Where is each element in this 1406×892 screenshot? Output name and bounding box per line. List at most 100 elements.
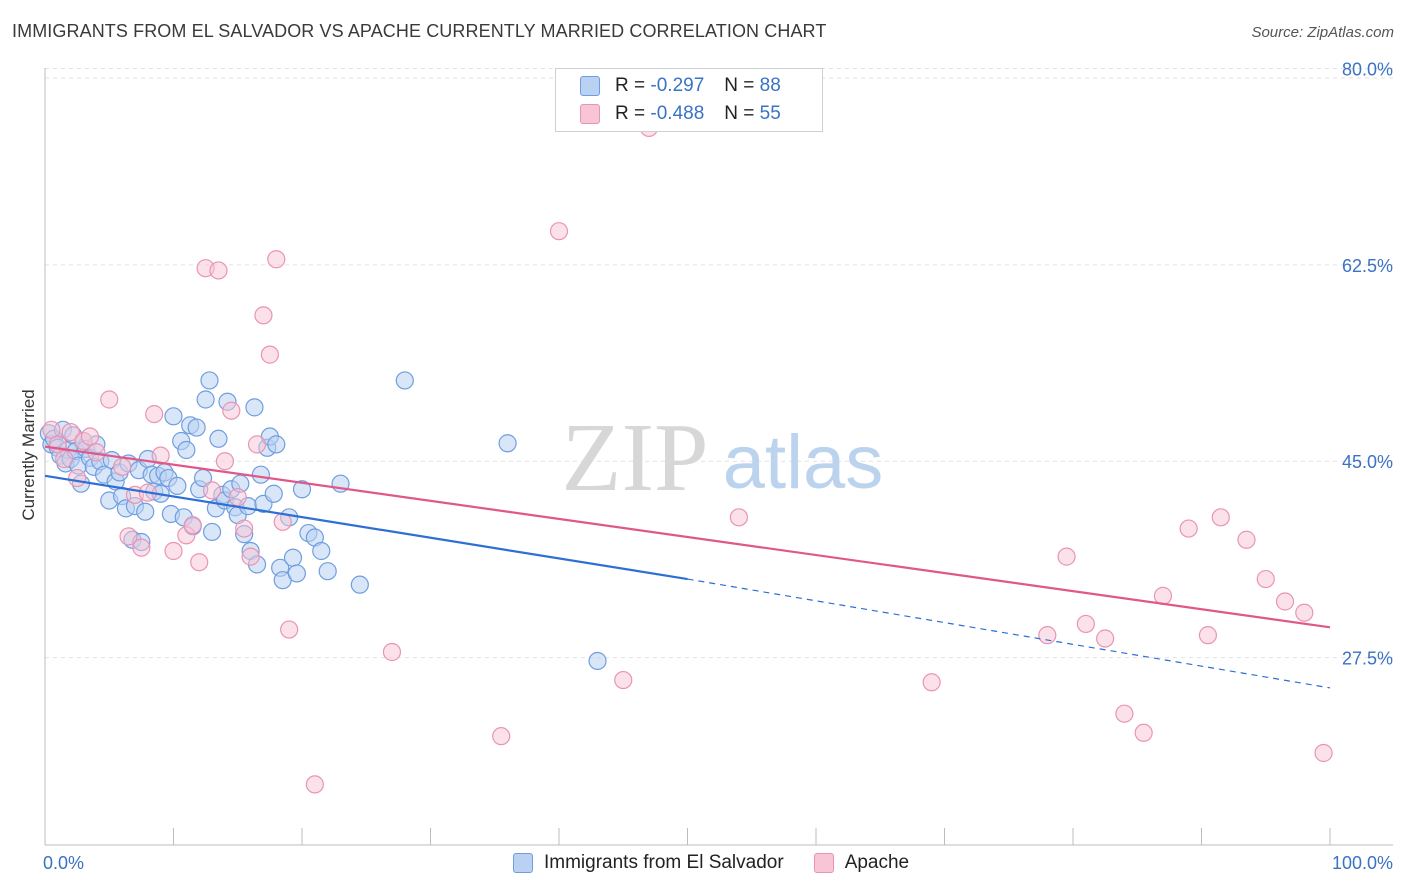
data-point-el-salvador: [209, 429, 228, 448]
legend-n-label: N =: [724, 103, 755, 124]
legend-n-value: 88: [759, 75, 781, 96]
data-point-el-salvador: [267, 435, 286, 454]
legend-r-value: -0.488: [650, 103, 705, 124]
data-point-apache: [1134, 723, 1153, 742]
y-tick-label: 27.5%: [1342, 649, 1393, 669]
x-tick-label: 100.0%: [1332, 853, 1393, 873]
watermark: ZIP atlas: [562, 404, 884, 512]
data-point-apache: [1057, 547, 1076, 566]
watermark-atlas: atlas: [723, 420, 884, 505]
watermark-zip: ZIP: [562, 404, 709, 512]
y-axis-label: Currently Married: [19, 389, 38, 520]
data-point-apache: [1198, 626, 1218, 645]
data-point-apache: [202, 481, 222, 500]
trend-line-apache: [44, 445, 1331, 629]
data-point-apache: [145, 404, 164, 424]
legend-swatch-blue: [580, 76, 600, 96]
data-point-apache: [55, 449, 74, 469]
data-point-apache: [61, 422, 80, 442]
data-point-apache: [729, 508, 749, 527]
data-point-apache: [260, 345, 279, 364]
data-point-el-salvador: [196, 390, 215, 409]
data-point-apache: [241, 547, 260, 566]
legend-r-label: R =: [615, 75, 646, 96]
data-point-apache: [492, 727, 511, 746]
series-apache-points: [42, 118, 1333, 794]
data-point-el-salvador: [251, 465, 270, 484]
data-point-apache: [922, 673, 941, 692]
legend-r-label: R =: [615, 103, 646, 124]
data-point-el-salvador: [318, 562, 337, 581]
data-point-apache: [254, 306, 273, 325]
legend-n-label: N =: [724, 75, 755, 96]
data-point-apache: [267, 250, 286, 269]
data-point-apache: [1153, 586, 1173, 605]
data-point-apache: [1038, 626, 1057, 645]
y-tick-label: 62.5%: [1342, 256, 1393, 276]
data-point-el-salvador: [312, 541, 331, 561]
y-tick-label: 80.0%: [1342, 59, 1393, 79]
legend-series-apache: Apache: [844, 852, 910, 873]
y-tick-label: 45.0%: [1342, 452, 1393, 472]
data-point-apache: [80, 427, 100, 446]
data-point-el-salvador: [498, 434, 517, 453]
axes: [44, 68, 1393, 846]
data-point-apache: [382, 642, 402, 662]
data-point-apache: [1096, 629, 1115, 648]
trend-line-el-salvador-extension: [687, 578, 1331, 689]
data-point-apache: [68, 468, 87, 488]
data-point-apache: [164, 541, 183, 561]
data-point-el-salvador: [177, 440, 196, 460]
data-point-el-salvador: [245, 398, 264, 417]
legend-row-apache: R = -0.488 N = 55: [580, 100, 781, 128]
legend-row-el-salvador: R = -0.297 N = 88: [580, 72, 781, 100]
data-point-apache: [305, 775, 324, 794]
data-point-apache: [1275, 592, 1295, 611]
data-point-el-salvador: [283, 548, 303, 567]
y-tick-labels: 80.0% 62.5% 45.0% 27.5%: [1342, 59, 1393, 668]
legend-series-el-salvador: Immigrants from El Salvador: [544, 852, 784, 873]
data-point-apache: [235, 519, 254, 538]
legend-swatch-apache: [813, 853, 834, 873]
data-point-apache: [132, 538, 151, 557]
trend-line-el-salvador: [44, 474, 688, 581]
data-point-apache: [1115, 704, 1134, 723]
data-point-apache: [1314, 743, 1333, 763]
series-legend: Immigrants from El Salvador Apache: [513, 852, 909, 874]
data-point-apache: [222, 401, 241, 420]
data-point-el-salvador: [292, 480, 312, 499]
data-point-apache: [190, 553, 209, 572]
data-point-el-salvador: [164, 407, 183, 426]
data-point-el-salvador: [168, 476, 187, 496]
data-point-el-salvador: [350, 575, 369, 594]
stats-legend: R = -0.297 N = 88 R = -0.488 N = 55: [555, 68, 823, 132]
data-point-el-salvador: [264, 484, 283, 503]
data-point-el-salvador: [200, 371, 219, 390]
x-tick-label: 0.0%: [43, 853, 84, 873]
data-point-apache: [228, 488, 247, 507]
data-point-apache: [1211, 508, 1230, 527]
x-tick-labels: 0.0% 100.0%: [43, 853, 1393, 873]
grid: [45, 67, 1393, 659]
data-point-apache: [151, 446, 170, 465]
data-point-apache: [1076, 614, 1095, 634]
data-point-apache: [549, 222, 569, 241]
data-point-apache: [1295, 603, 1314, 622]
data-point-el-salvador: [395, 371, 414, 390]
chart-source: Source: ZipAtlas.com: [1251, 24, 1394, 41]
data-point-apache: [183, 516, 202, 535]
legend-r-value: -0.297: [650, 75, 705, 96]
data-point-el-salvador: [287, 564, 306, 583]
data-point-apache: [247, 435, 267, 454]
data-point-apache: [112, 457, 132, 476]
legend-swatch-el-salvador: [513, 853, 533, 873]
legend-n-value: 55: [759, 103, 781, 124]
data-point-apache: [100, 390, 119, 409]
chart-title: IMMIGRANTS FROM EL SALVADOR VS APACHE CU…: [12, 21, 827, 41]
data-point-apache: [209, 261, 228, 280]
data-point-apache: [614, 670, 633, 690]
data-point-apache: [280, 620, 299, 639]
data-point-apache: [1237, 530, 1256, 549]
data-point-el-salvador: [187, 418, 206, 437]
data-point-apache: [215, 452, 234, 471]
